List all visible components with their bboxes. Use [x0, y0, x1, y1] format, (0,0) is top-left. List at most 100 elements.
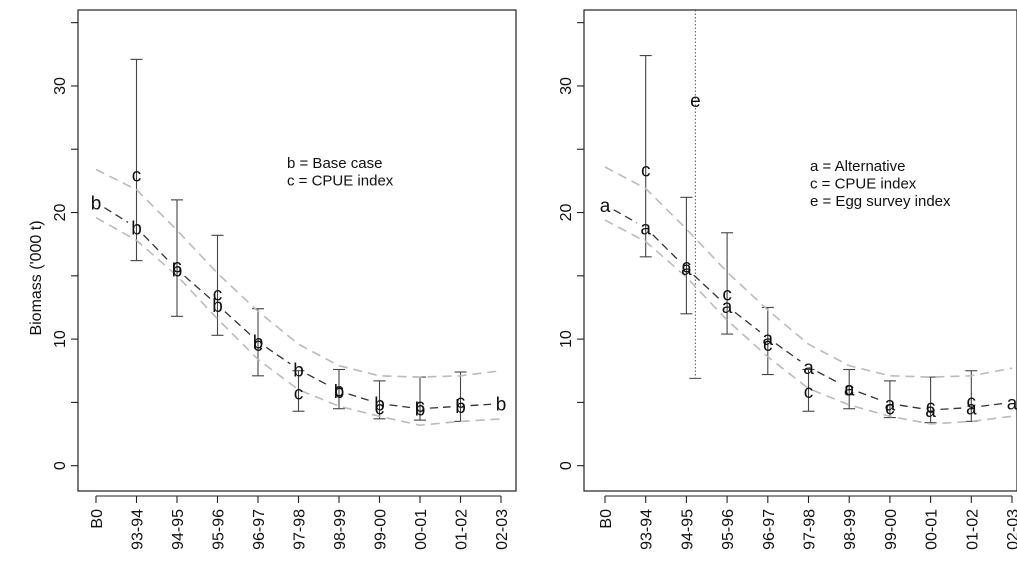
x-tick-label: 99-00 — [883, 509, 900, 550]
point-a: a — [844, 379, 855, 400]
point-c: c — [172, 257, 182, 278]
point-b: b — [212, 296, 223, 317]
series-line-a — [693, 274, 721, 300]
y-tick-label: 30 — [52, 77, 69, 95]
point-b: b — [334, 382, 345, 403]
y-tick-label: 20 — [52, 204, 69, 222]
egg-survey-point: e — [690, 91, 701, 112]
x-tick-label: B0 — [598, 509, 615, 529]
point-a: a — [925, 401, 936, 422]
series-line-a — [613, 209, 638, 224]
x-tick-label: 99-00 — [373, 509, 390, 550]
panel-right: 0 10 20 30 B0 93-94 94-95 95-96 96-97 97-98 98-99 9… — [558, 9, 1017, 550]
point-c: c — [641, 160, 651, 181]
point-c: c — [375, 398, 385, 419]
point-c: c — [334, 381, 344, 402]
point-a: a — [600, 196, 611, 217]
series-line-b — [470, 403, 492, 407]
series-line-a — [940, 407, 962, 411]
point-b: b — [496, 395, 507, 416]
y-tick-label: 30 — [558, 77, 575, 95]
point-a: a — [722, 297, 733, 318]
y-tick-label: 10 — [52, 330, 69, 348]
point-c: c — [456, 392, 466, 413]
plot-frame — [583, 9, 1017, 492]
panel-left: 0 10 20 30 B0 93-94 94-95 95-96 96-97 97-98 98-99 9… — [52, 9, 517, 550]
x-tick-label: 96-97 — [761, 509, 778, 550]
point-a: a — [803, 358, 814, 379]
point-b: b — [374, 395, 385, 416]
x-tick-label: 96-97 — [251, 509, 268, 550]
x-tick-label: 98-99 — [842, 509, 859, 550]
point-b: b — [455, 397, 466, 418]
x-tick-label: 02-03 — [1005, 509, 1017, 550]
x-tick-label: B0 — [89, 509, 106, 529]
series-line-b — [265, 346, 291, 365]
x-tick-label: 02-03 — [494, 509, 511, 550]
x-tick-label: 95-96 — [211, 509, 228, 550]
legend-entry: e = Egg survey index — [810, 193, 951, 210]
point-c: c — [804, 382, 814, 403]
series-line-a — [858, 391, 881, 401]
y-axis-title: Biomass ('000 t) — [28, 220, 45, 335]
point-c: c — [763, 335, 773, 356]
series-line-b — [104, 207, 129, 223]
series-line-b — [224, 311, 252, 336]
series-line-upper — [95, 168, 502, 378]
series-line-a — [734, 311, 761, 333]
point-a: a — [763, 329, 774, 350]
x-tick-label: 01-02 — [964, 509, 981, 550]
series-line-b — [142, 234, 171, 263]
x-tick-label: 00-01 — [924, 509, 941, 550]
series-line-b — [429, 406, 451, 409]
point-c: c — [682, 257, 692, 278]
legend-entry: b = Base case — [287, 155, 382, 172]
point-b: b — [172, 260, 183, 281]
series-line-a — [981, 402, 1003, 407]
series-line-a — [652, 234, 680, 262]
point-b: b — [415, 400, 426, 421]
x-tick-label: 00-01 — [413, 509, 430, 550]
series-line-a — [775, 343, 801, 362]
point-a: a — [681, 259, 692, 280]
legend-entry: c = CPUE index — [810, 176, 917, 193]
point-b: b — [91, 193, 102, 214]
y-tick-label: 0 — [558, 461, 575, 470]
series-line-lower — [95, 216, 502, 427]
y-tick-label: 20 — [558, 204, 575, 222]
point-a: a — [640, 219, 651, 240]
x-tick-label: 97-98 — [802, 509, 819, 550]
x-tick-label: 93-94 — [639, 509, 656, 550]
point-c: c — [253, 335, 263, 356]
x-tick-label: 95-96 — [720, 509, 737, 550]
point-c: c — [967, 392, 977, 413]
point-a: a — [885, 395, 896, 416]
point-c: c — [294, 383, 304, 404]
point-c: c — [885, 398, 895, 419]
series-line-b — [389, 404, 411, 409]
x-tick-label: 94-95 — [679, 509, 696, 550]
point-c: c — [415, 396, 425, 417]
point-c: c — [722, 285, 732, 306]
y-tick-label: 10 — [558, 330, 575, 348]
point-b: b — [293, 360, 304, 381]
point-a: a — [1007, 393, 1017, 414]
x-tick-label: 94-95 — [170, 509, 187, 550]
series-line-a — [899, 404, 921, 410]
series-line-b — [184, 275, 211, 299]
series-line-b — [307, 373, 331, 387]
x-tick-label: 01-02 — [454, 509, 471, 550]
series-line-lower — [604, 219, 1013, 425]
point-b: b — [131, 219, 142, 240]
series-line-a — [817, 371, 841, 385]
point-c: c — [213, 285, 223, 306]
point-c: c — [132, 166, 142, 187]
point-c: c — [844, 379, 854, 400]
plot-frame — [77, 9, 517, 492]
legend-entry: c = CPUE index — [287, 173, 394, 190]
series-line-upper — [604, 166, 1013, 378]
x-tick-label: 97-98 — [292, 509, 309, 550]
point-a: a — [966, 398, 977, 419]
